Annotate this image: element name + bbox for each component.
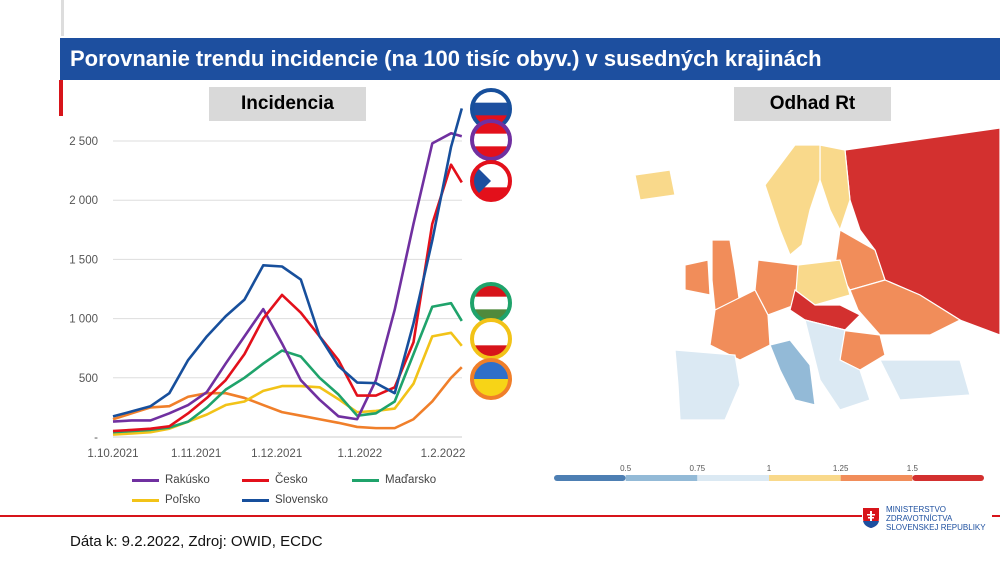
series-line-Maďarsko <box>112 301 463 434</box>
legend-label: Česko <box>275 474 308 486</box>
map-region-balkans <box>804 319 871 411</box>
map-region-iberia <box>674 349 741 421</box>
map-region-germany <box>754 259 799 316</box>
y-tick-label: - <box>94 432 98 444</box>
legend-swatch <box>242 498 269 502</box>
rt-tag: Odhad Rt <box>734 87 891 121</box>
austria-flag-icon <box>470 119 512 161</box>
scale-tick-label: 1 <box>767 464 772 473</box>
scale-tick-label: 0.75 <box>690 464 706 473</box>
map-region-scandinavia <box>764 144 821 256</box>
x-tick-label: 1.11.2021 <box>171 448 221 460</box>
series-line-Rakúsko <box>112 132 463 423</box>
map-region-italy <box>769 339 816 406</box>
legend-label: Poľsko <box>165 494 201 506</box>
x-tick-label: 1.12.2021 <box>251 448 302 460</box>
page-title: Porovnanie trendu incidencie (na 100 tis… <box>60 38 1000 80</box>
series-line-orange <box>112 366 463 430</box>
series-line-Česko <box>112 163 463 433</box>
y-tick-label: 1 500 <box>69 254 98 266</box>
scale-segment <box>554 475 626 481</box>
legend-label: Rakúsko <box>165 474 210 486</box>
legend-label: Maďarsko <box>385 474 437 486</box>
map-region-iceland <box>634 169 676 201</box>
incidence-chart: 2 500 2 000 1 500 1 000 500 - 1.10.2021 1.11.20… <box>69 88 512 460</box>
scale-segment <box>840 475 913 481</box>
legend-item: Slovensko <box>242 494 352 506</box>
logo-line: SLOVENSKEJ REPUBLIKY <box>886 523 986 532</box>
footer-divider <box>0 515 1000 517</box>
hungary-flag-icon <box>470 282 512 324</box>
map-region-finland <box>819 144 851 232</box>
scale-tick-label: 0.5 <box>620 464 632 473</box>
czechia-flag-icon <box>470 160 512 202</box>
scale-tick-label: 1.25 <box>833 464 849 473</box>
slovak-coat-of-arms-icon <box>863 508 879 528</box>
legend-swatch <box>132 498 159 502</box>
map-region-turkey <box>879 359 971 401</box>
scale-segment <box>769 475 841 481</box>
legend-item: Rakúsko <box>132 474 242 486</box>
top-divider <box>61 0 64 36</box>
legend-swatch <box>242 478 269 482</box>
series-line-Poľsko <box>112 331 463 436</box>
series-line-Slovensko <box>112 108 464 418</box>
y-tick-label: 2 500 <box>69 136 98 148</box>
europe-rt-map <box>634 127 1000 421</box>
x-tick-label: 1.1.2022 <box>337 448 382 460</box>
red-accent <box>59 80 63 116</box>
poland-flag-icon <box>470 318 512 360</box>
map-region-ireland <box>684 259 711 296</box>
incidence-tag: Incidencia <box>209 87 366 121</box>
map-region-central <box>789 288 862 331</box>
legend-label: Slovensko <box>275 494 329 506</box>
scale-segment <box>697 475 769 481</box>
x-tick-label: 1.10.2021 <box>87 448 138 460</box>
ukraine-flag-icon <box>470 358 512 400</box>
legend-item: Poľsko <box>132 494 242 506</box>
rt-color-scale: 0.5 0.75 1 1.25 1.5 <box>554 464 984 481</box>
legend-item: Česko <box>242 474 352 486</box>
legend-swatch <box>132 478 159 482</box>
source-note: Dáta k: 9.2.2022, Zdroj: OWID, ECDC <box>70 533 323 550</box>
y-tick-label: 2 000 <box>69 195 98 207</box>
y-tick-label: 1 000 <box>69 314 98 326</box>
x-tick-label: 1.2.2022 <box>421 448 466 460</box>
logo-line: MINISTERSTVO <box>886 505 947 514</box>
legend-item: Maďarsko <box>352 474 452 486</box>
legend-swatch <box>352 478 379 482</box>
scale-segment <box>625 475 698 481</box>
scale-segment <box>912 475 984 481</box>
scale-tick-label: 1.5 <box>907 464 919 473</box>
ministry-logo: MINISTERSTVO ZDRAVOTNÍCTVA SLOVENSKEJ RE… <box>862 505 992 535</box>
y-tick-label: 500 <box>79 373 98 385</box>
logo-line: ZDRAVOTNÍCTVA <box>886 514 953 523</box>
map-region-ukraine <box>849 279 962 336</box>
chart-legend: Rakúsko Česko Maďarsko Poľsko Slovensko <box>132 474 452 506</box>
